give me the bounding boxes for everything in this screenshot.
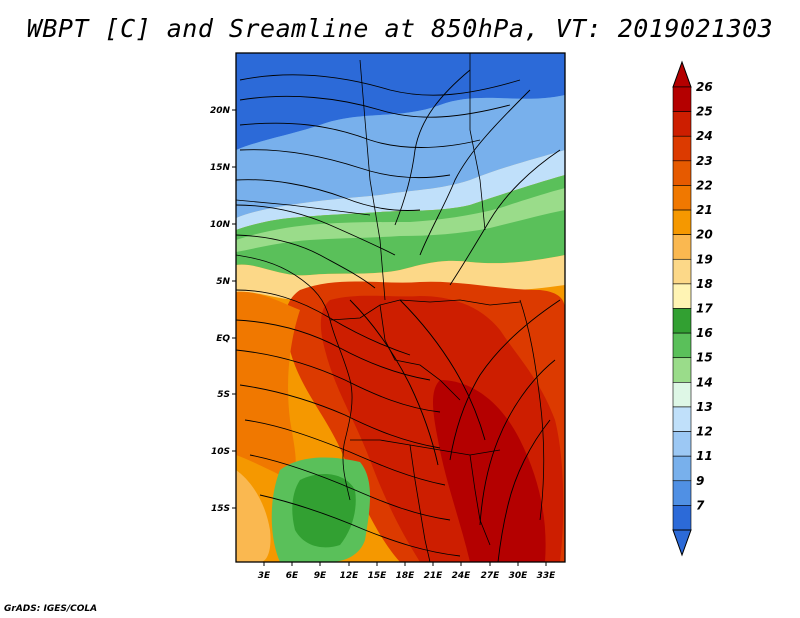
colorbar-swatch xyxy=(672,86,692,112)
colorbar-label: 18 xyxy=(696,277,713,291)
colorbar-label: 26 xyxy=(696,80,713,94)
colorbar-label: 15 xyxy=(696,351,713,365)
lon-label: 15E xyxy=(368,571,388,581)
colorbar-swatch xyxy=(672,209,692,235)
lat-axis: 20N 15N 10N 5N EQ 5S 10S 15S xyxy=(210,106,236,514)
lon-label: 3E xyxy=(258,571,271,581)
colorbar-swatch xyxy=(672,455,692,482)
colorbar-label: 11 xyxy=(696,449,713,463)
colorbar-label: 13 xyxy=(696,400,713,414)
colorbar-label: 16 xyxy=(696,326,713,340)
wbpt-filled-field xyxy=(236,53,565,562)
colorbar-label: 20 xyxy=(696,228,713,242)
colorbar-label: 7 xyxy=(696,498,705,512)
country-borders xyxy=(236,53,545,562)
colorbar-label: 21 xyxy=(696,203,713,217)
lat-label: 10N xyxy=(210,220,231,230)
streamlines xyxy=(236,69,561,562)
lat-label: 15S xyxy=(211,504,230,514)
colorbar-swatch xyxy=(672,135,692,162)
colorbar-label: 24 xyxy=(696,129,713,143)
colorbar-swatch xyxy=(672,332,692,359)
lat-label: 20N xyxy=(210,106,231,116)
lon-axis: 3E 6E 9E 12E 15E 18E 21E 24E 27E 30E 33E xyxy=(258,562,556,581)
colorbar-swatch xyxy=(672,480,692,506)
colorbar-label: 12 xyxy=(696,425,713,439)
colorbar-swatch xyxy=(672,258,692,285)
colorbar-swatch xyxy=(672,234,692,260)
lat-label: 5N xyxy=(216,277,230,287)
lon-label: 9E xyxy=(314,571,327,581)
colorbar-swatch xyxy=(672,357,692,383)
colorbar-swatch xyxy=(672,111,692,137)
lon-label: 33E xyxy=(537,571,557,581)
colorbar-label: 9 xyxy=(696,474,704,488)
colorbar-arrow-top xyxy=(672,60,692,88)
lat-label: 5S xyxy=(217,390,230,400)
colorbar-label: 17 xyxy=(696,302,713,316)
colorbar-swatch xyxy=(672,283,692,309)
lon-label: 30E xyxy=(509,571,529,581)
lon-label: 24E xyxy=(452,571,472,581)
colorbar-swatch xyxy=(672,406,692,432)
colorbar-swatch xyxy=(672,160,692,186)
lon-label: 27E xyxy=(481,571,501,581)
colorbar-swatch xyxy=(672,185,692,211)
colorbar-swatch xyxy=(672,505,692,531)
lat-label: 10S xyxy=(211,447,230,457)
lon-label: 12E xyxy=(340,571,360,581)
colorbar-label: 19 xyxy=(696,252,713,266)
lat-label: 15N xyxy=(210,163,231,173)
lon-label: 6E xyxy=(286,571,299,581)
colorbar-label: 23 xyxy=(696,154,713,168)
colorbar-swatch xyxy=(672,382,692,408)
grads-credit: GrADS: IGES/COLA xyxy=(4,604,98,614)
lon-label: 18E xyxy=(396,571,416,581)
colorbar-swatch xyxy=(672,431,692,457)
colorbar-label: 22 xyxy=(696,178,713,192)
colorbar-label: 25 xyxy=(696,105,713,119)
colorbar-arrow-bottom xyxy=(672,529,692,557)
lon-label: 21E xyxy=(424,571,444,581)
lat-label: EQ xyxy=(216,334,230,344)
colorbar-swatch xyxy=(672,308,692,334)
plot-frame xyxy=(235,52,566,563)
colorbar-label: 14 xyxy=(696,375,713,389)
colorbar: 26 25 24 23 22 21 20 19 18 17 16 15 14 13 12 11 9 7 xyxy=(672,60,713,557)
map-title: WBPT [C] and Sreamline at 850hPa, VT: 20… xyxy=(26,14,774,43)
